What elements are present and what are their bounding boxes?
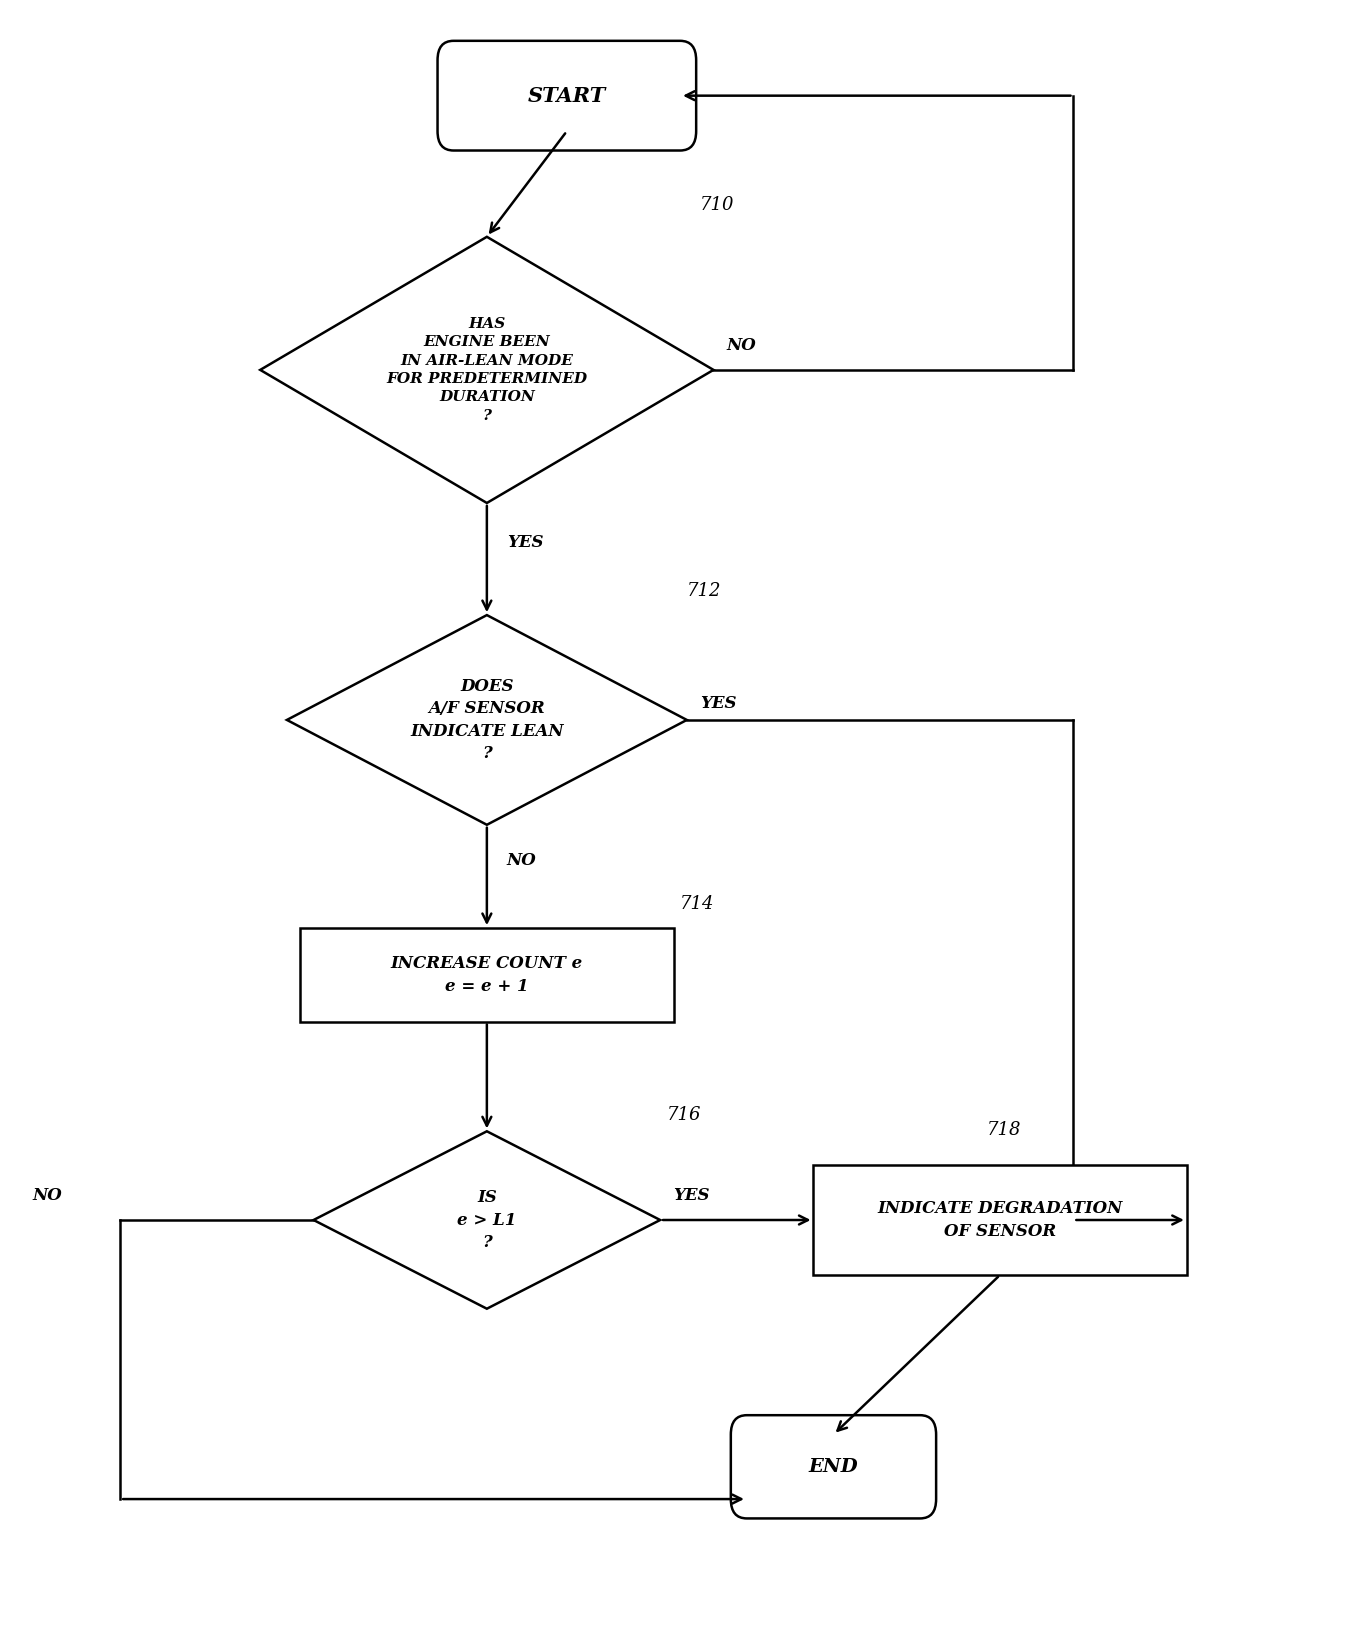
Text: 712: 712 <box>687 582 722 600</box>
Text: NO: NO <box>506 853 536 869</box>
Text: NO: NO <box>727 337 757 355</box>
Text: INCREASE COUNT e
e = e + 1: INCREASE COUNT e e = e + 1 <box>391 955 583 996</box>
Text: 714: 714 <box>680 895 715 913</box>
Text: 716: 716 <box>667 1106 702 1124</box>
Text: 710: 710 <box>700 195 734 213</box>
Text: 718: 718 <box>987 1121 1021 1139</box>
Text: YES: YES <box>700 695 737 713</box>
Text: START: START <box>528 86 606 106</box>
Polygon shape <box>314 1131 660 1308</box>
Text: NO: NO <box>32 1188 62 1204</box>
Bar <box>300 927 674 1022</box>
Polygon shape <box>287 615 687 825</box>
Text: END: END <box>808 1458 858 1476</box>
Text: IS
e > L1
?: IS e > L1 ? <box>457 1189 516 1251</box>
Bar <box>814 1165 1187 1276</box>
Text: YES: YES <box>674 1188 710 1204</box>
FancyBboxPatch shape <box>731 1415 936 1518</box>
Text: YES: YES <box>506 534 543 552</box>
Polygon shape <box>260 238 714 503</box>
Text: DOES
A/F SENSOR
INDICATE LEAN
?: DOES A/F SENSOR INDICATE LEAN ? <box>409 678 563 761</box>
Text: INDICATE DEGRADATION
OF SENSOR: INDICATE DEGRADATION OF SENSOR <box>877 1199 1123 1240</box>
FancyBboxPatch shape <box>438 41 696 151</box>
Text: HAS
ENGINE BEEN
IN AIR-LEAN MODE
FOR PREDETERMINED
DURATION
?: HAS ENGINE BEEN IN AIR-LEAN MODE FOR PRE… <box>387 317 587 423</box>
